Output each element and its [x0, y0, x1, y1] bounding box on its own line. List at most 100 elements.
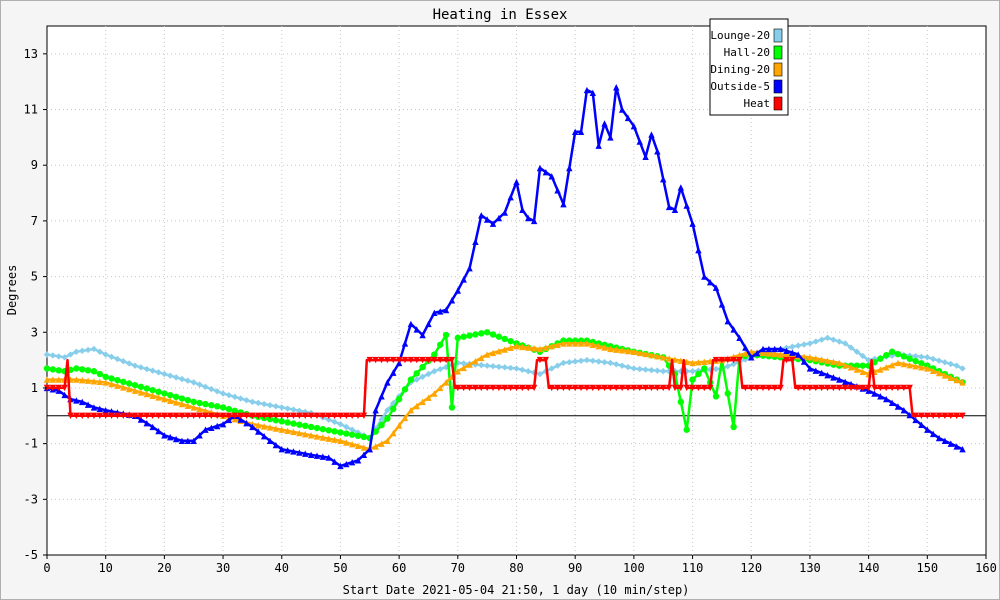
data-point-heat — [601, 384, 608, 392]
x-tick-label: 0 — [43, 561, 50, 575]
data-point-dining-20 — [313, 433, 321, 440]
data-point-lounge-20 — [266, 402, 274, 409]
data-point-outside-5 — [137, 416, 145, 423]
x-axis-label: Start Date 2021-05-04 21:50, 1 day (10 m… — [343, 583, 690, 597]
data-point-hall-20 — [384, 415, 391, 422]
data-point-lounge-20 — [431, 368, 438, 375]
data-point-outside-5 — [466, 265, 473, 272]
data-point-dining-20 — [319, 434, 327, 441]
data-point-outside-5 — [419, 331, 426, 339]
data-point-hall-20 — [677, 398, 685, 406]
data-point-heat — [924, 412, 931, 419]
legend-label: Hall-20 — [724, 46, 770, 59]
data-point-hall-20 — [219, 404, 227, 411]
data-point-outside-5 — [184, 437, 192, 445]
data-point-outside-5 — [924, 426, 931, 433]
data-point-dining-20 — [742, 350, 749, 357]
data-point-hall-20 — [912, 357, 919, 365]
data-point-lounge-20 — [824, 334, 831, 342]
data-point-outside-5 — [730, 326, 737, 333]
data-point-lounge-20 — [648, 366, 655, 374]
data-point-hall-20 — [190, 398, 197, 406]
data-point-outside-5 — [536, 164, 544, 172]
data-point-dining-20 — [636, 349, 643, 357]
data-point-hall-20 — [272, 417, 280, 424]
data-point-lounge-20 — [571, 358, 579, 365]
data-point-outside-5 — [348, 458, 356, 466]
data-point-outside-5 — [888, 399, 896, 406]
data-point-outside-5 — [753, 349, 761, 357]
data-point-hall-20 — [149, 386, 156, 394]
data-point-heat — [260, 412, 268, 419]
data-point-heat — [536, 356, 544, 364]
data-point-heat — [871, 384, 878, 392]
data-point-outside-5 — [437, 308, 444, 315]
data-point-heat — [519, 384, 526, 392]
data-point-heat — [219, 412, 227, 419]
data-point-outside-5 — [384, 379, 391, 386]
data-point-outside-5 — [237, 416, 244, 423]
data-point-outside-5 — [325, 454, 332, 461]
data-point-heat — [589, 384, 596, 392]
data-point-outside-5 — [161, 432, 168, 439]
legend-swatch — [773, 62, 783, 77]
data-point-dining-20 — [425, 394, 432, 401]
data-point-heat — [348, 412, 356, 419]
data-point-lounge-20 — [161, 370, 168, 378]
x-tick-label: 50 — [333, 561, 347, 575]
data-point-hall-20 — [278, 418, 285, 425]
data-point-outside-5 — [178, 437, 186, 445]
legend-label: Outside-5 — [710, 80, 770, 93]
data-point-heat — [55, 384, 62, 392]
data-point-outside-5 — [260, 433, 268, 440]
data-point-lounge-20 — [55, 353, 62, 360]
data-point-hall-20 — [360, 433, 368, 441]
data-point-outside-5 — [313, 452, 321, 459]
data-point-lounge-20 — [924, 354, 931, 361]
data-point-hall-20 — [495, 333, 503, 340]
data-point-lounge-20 — [331, 418, 338, 426]
data-point-dining-20 — [137, 389, 145, 396]
data-point-outside-5 — [102, 407, 109, 414]
data-point-lounge-20 — [818, 336, 825, 343]
data-point-outside-5 — [712, 284, 720, 291]
data-point-outside-5 — [548, 173, 555, 180]
data-point-heat — [237, 412, 244, 419]
data-point-heat — [448, 356, 456, 364]
data-point-lounge-20 — [630, 365, 638, 372]
legend-swatch — [773, 79, 783, 94]
data-point-heat — [202, 412, 209, 419]
data-point-outside-5 — [736, 334, 743, 342]
data-point-lounge-20 — [812, 338, 820, 345]
data-point-outside-5 — [208, 424, 215, 432]
data-point-heat — [472, 384, 479, 392]
data-point-hall-20 — [302, 422, 309, 430]
data-point-heat — [824, 384, 831, 392]
data-point-dining-20 — [501, 346, 508, 353]
data-point-lounge-20 — [677, 368, 685, 375]
data-point-heat — [888, 384, 896, 392]
data-point-hall-20 — [401, 386, 409, 393]
data-point-dining-20 — [601, 344, 608, 351]
data-point-outside-5 — [671, 206, 679, 213]
data-point-lounge-20 — [953, 362, 960, 369]
data-point-heat — [96, 412, 104, 419]
data-point-hall-20 — [172, 393, 180, 401]
data-point-hall-20 — [900, 353, 908, 360]
data-point-lounge-20 — [589, 357, 596, 365]
data-point-heat — [489, 384, 497, 392]
data-point-outside-5 — [818, 369, 825, 377]
x-tick-label: 80 — [509, 561, 523, 575]
data-point-dining-20 — [143, 390, 150, 398]
data-point-dining-20 — [155, 394, 162, 401]
legend-swatch — [773, 45, 783, 60]
data-point-outside-5 — [695, 246, 702, 254]
data-point-lounge-20 — [460, 360, 467, 367]
data-point-lounge-20 — [149, 367, 156, 374]
data-point-lounge-20 — [941, 359, 949, 366]
data-point-hall-20 — [853, 362, 861, 369]
data-point-dining-20 — [131, 387, 139, 394]
data-point-heat — [877, 384, 884, 392]
data-point-dining-20 — [953, 376, 960, 384]
data-point-dining-20 — [918, 364, 925, 371]
